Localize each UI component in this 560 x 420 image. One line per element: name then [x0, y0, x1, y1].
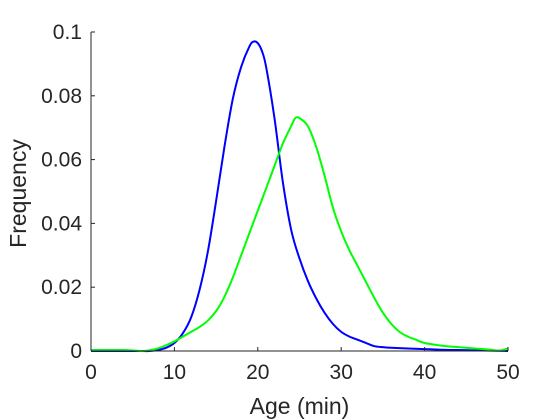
y-ticks: 0 0.02 0.04 0.06 0.08 0.1 — [41, 21, 95, 363]
y-tick-label: 0.06 — [41, 149, 82, 172]
x-tick-label: 30 — [330, 361, 353, 384]
y-tick-label: 0.04 — [41, 212, 82, 235]
x-tick-label: 50 — [496, 361, 519, 384]
x-axis-title: Age (min) — [250, 393, 350, 419]
axes: 0 10 20 30 40 50 0 0.02 0.04 0.06 0.08 0.1 — [41, 21, 520, 384]
x-tick-label: 0 — [85, 361, 97, 384]
y-axis-title: Frequency — [5, 139, 31, 248]
series-line-1 — [90, 40, 509, 353]
y-tick-label: 0.08 — [41, 85, 82, 108]
y-tick-label: 0 — [70, 340, 82, 363]
series-layer — [90, 40, 509, 353]
x-ticks: 0 10 20 30 40 50 — [85, 347, 520, 384]
y-tick-label: 0.02 — [41, 276, 82, 299]
x-tick-label: 10 — [163, 361, 186, 384]
y-tick-label: 0.1 — [53, 21, 82, 44]
x-tick-label: 20 — [246, 361, 269, 384]
x-tick-label: 40 — [413, 361, 436, 384]
series-line-2 — [90, 116, 509, 353]
